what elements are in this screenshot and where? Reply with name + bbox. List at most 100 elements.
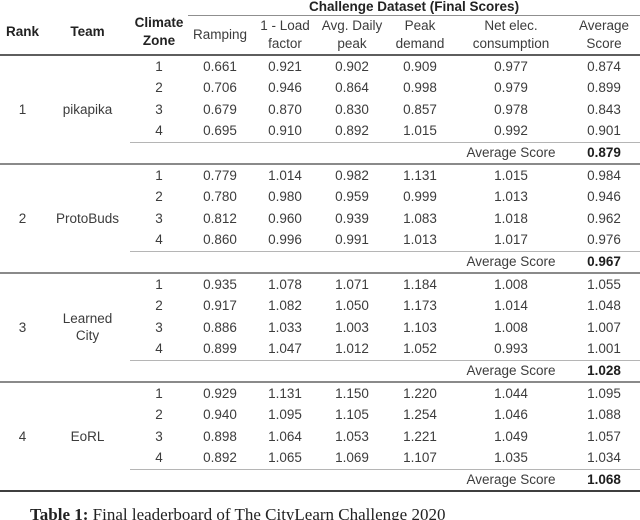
score-cell: 1.003: [335, 319, 369, 335]
score-cell: 0.999: [403, 189, 437, 205]
score-cell: 1.082: [268, 298, 302, 314]
score-cell: 1.035: [494, 450, 528, 466]
score-cell: 1.064: [268, 428, 302, 444]
score-cell: 0.909: [403, 58, 437, 74]
score-cell: 0.984: [587, 167, 621, 183]
team-name-cell: EoRL: [70, 428, 105, 444]
average-row-spacer: [130, 250, 454, 273]
score-cell: 1.065: [268, 450, 302, 466]
score-cell: 0.929: [203, 385, 237, 401]
score-cell: 0.992: [494, 123, 528, 139]
team-block-pikapika: 1 pikapika 1 0.661 0.921 0.902 0.909 0.9…: [0, 55, 640, 164]
rank-cell: 4: [18, 428, 27, 444]
score-cell: 1.254: [403, 407, 437, 423]
average-score-label: Average Score: [454, 468, 568, 491]
table-row: 3 0.679 0.870 0.830 0.857 0.978 0.843: [0, 99, 640, 121]
score-cell: 1.083: [403, 210, 437, 226]
climate-zone-cell: 2: [155, 298, 163, 314]
score-cell: 1.131: [268, 385, 302, 401]
score-cell: 1.105: [335, 407, 369, 423]
col-header-peak-demand: Peak demand: [395, 18, 445, 51]
col-header-avg-daily-peak: Avg. Daily peak: [321, 18, 383, 51]
score-cell: 1.088: [587, 407, 621, 423]
score-cell: 0.939: [335, 210, 369, 226]
score-cell: 1.078: [268, 276, 302, 292]
climate-zone-cell: 1: [155, 167, 163, 183]
average-row-spacer: [130, 468, 454, 491]
score-cell: 0.960: [268, 210, 302, 226]
average-score-value: 1.028: [568, 359, 640, 382]
team-name-cell: ProtoBuds: [55, 210, 120, 226]
score-cell: 1.033: [268, 319, 302, 335]
score-cell: 1.008: [494, 319, 528, 335]
table-row: 2 ProtoBuds 1 0.779 1.014 0.982 1.131 1.…: [0, 164, 640, 226]
score-cell: 0.993: [494, 341, 528, 357]
table-caption: Table 1: Final leaderboard of The CityLe…: [30, 505, 630, 520]
table-row: 3 0.812 0.960 0.939 1.083 1.018 0.962: [0, 208, 640, 230]
average-row-spacer: [130, 359, 454, 382]
score-cell: 0.661: [203, 58, 237, 74]
score-cell: 1.013: [494, 189, 528, 205]
score-cell: 0.860: [203, 232, 237, 248]
climate-zone-cell: 1: [155, 58, 163, 74]
climate-zone-cell: 3: [155, 319, 163, 335]
score-cell: 0.898: [203, 428, 237, 444]
average-score-row: Average Score 0.967: [0, 250, 640, 273]
score-cell: 0.857: [403, 101, 437, 117]
score-cell: 0.864: [335, 80, 369, 96]
score-cell: 1.150: [335, 385, 369, 401]
score-cell: 1.015: [494, 167, 528, 183]
score-cell: 1.055: [587, 276, 621, 292]
score-cell: 1.012: [335, 341, 369, 357]
climate-zone-cell: 1: [155, 276, 163, 292]
climate-zone-cell: 2: [155, 80, 163, 96]
score-cell: 0.946: [587, 189, 621, 205]
climate-zone-cell: 3: [155, 210, 163, 226]
score-cell: 1.071: [335, 276, 369, 292]
score-cell: 1.107: [403, 450, 437, 466]
score-cell: 0.991: [335, 232, 369, 248]
col-header-rank: Rank: [5, 23, 39, 39]
score-cell: 0.874: [587, 58, 621, 74]
average-row-spacer: [130, 141, 454, 164]
score-cell: 1.013: [403, 232, 437, 248]
score-cell: 0.982: [335, 167, 369, 183]
average-score-row: Average Score 1.028: [0, 359, 640, 382]
score-cell: 1.034: [587, 450, 621, 466]
average-score-label: Average Score: [454, 250, 568, 273]
score-cell: 1.046: [494, 407, 528, 423]
score-cell: 1.018: [494, 210, 528, 226]
challenge-header-row: Rank Team Climate Zone Challenge Dataset…: [0, 0, 640, 48]
score-cell: 1.095: [268, 407, 302, 423]
score-cell: 0.899: [587, 80, 621, 96]
score-cell: 0.977: [494, 58, 528, 74]
score-cell: 1.001: [587, 341, 621, 357]
table-row: 4 EoRL 1 0.929 1.131 1.150 1.220 1.044 1…: [0, 382, 640, 444]
score-cell: 1.173: [403, 298, 437, 314]
score-cell: 1.184: [403, 276, 437, 292]
score-cell: 0.870: [268, 101, 302, 117]
score-cell: 1.047: [268, 341, 302, 357]
rank-cell: 1: [18, 101, 27, 117]
score-cell: 1.048: [587, 298, 621, 314]
metric-header-row: Ramping 1 - Load factor Avg. Daily peak …: [0, 15, 640, 55]
average-score-value: 0.967: [568, 250, 640, 273]
table-row: 2 0.940 1.095 1.105 1.254 1.046 1.088: [0, 404, 640, 426]
table-header: Rank Team Climate Zone Challenge Dataset…: [0, 0, 640, 55]
score-cell: 0.910: [268, 123, 302, 139]
average-score-value: 1.068: [568, 468, 640, 491]
average-score-row: Average Score 1.068: [0, 468, 640, 491]
average-score-label: Average Score: [454, 359, 568, 382]
score-cell: 0.695: [203, 123, 237, 139]
average-score-label: Average Score: [454, 141, 568, 164]
score-cell: 0.886: [203, 319, 237, 335]
col-header-climate-zone: Climate Zone: [134, 15, 184, 48]
score-cell: 0.921: [268, 58, 302, 74]
score-cell: 1.008: [494, 276, 528, 292]
score-cell: 0.998: [403, 80, 437, 96]
score-cell: 0.946: [268, 80, 302, 96]
score-cell: 1.017: [494, 232, 528, 248]
table-row: 3 Learned City 1 0.935 1.078 1.071 1.184…: [0, 273, 640, 344]
score-cell: 1.095: [587, 385, 621, 401]
